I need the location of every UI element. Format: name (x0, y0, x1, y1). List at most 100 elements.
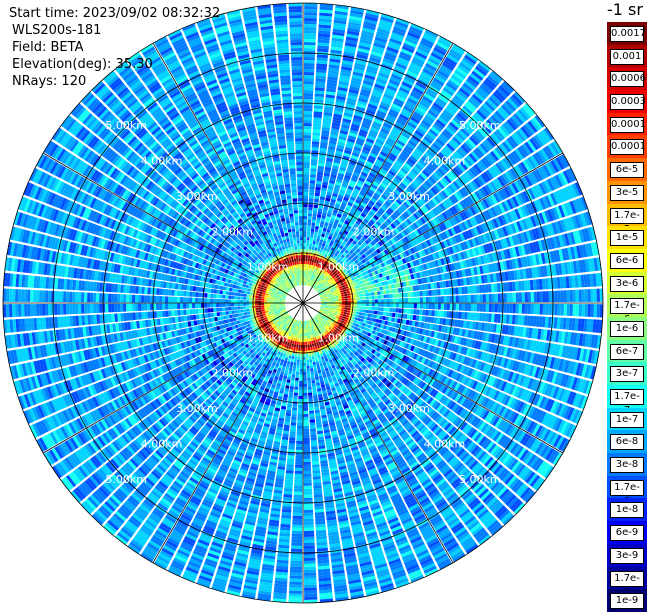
beta-cell (367, 188, 375, 195)
beta-cell (518, 292, 522, 303)
beta-cell (333, 159, 341, 164)
beta-cell (432, 102, 444, 111)
beta-cell (410, 297, 414, 303)
beta-cell (309, 177, 316, 181)
beta-cell (318, 156, 326, 161)
beta-cell (323, 115, 332, 120)
beta-cell (416, 309, 420, 315)
beta-cell (401, 108, 412, 116)
beta-cell (365, 309, 369, 314)
beta-cell (303, 249, 306, 253)
beta-cell (450, 74, 463, 84)
beta-cell (391, 288, 396, 294)
beta-cell (315, 223, 320, 227)
beta-cell (317, 267, 321, 271)
beta-cell (327, 185, 334, 190)
beta-cell (321, 243, 326, 247)
beta-cell (329, 298, 333, 301)
beta-cell (313, 117, 322, 121)
beta-cell (318, 270, 321, 275)
beta-cell (346, 169, 354, 174)
beta-cell (370, 94, 381, 102)
beta-cell (365, 12, 379, 19)
beta-cell (353, 297, 357, 301)
beta-cell (321, 127, 330, 132)
beta-cell (368, 200, 375, 206)
beta-cell (353, 294, 357, 298)
beta-cell (590, 304, 594, 318)
beta-cell (332, 190, 339, 195)
beta-cell (322, 118, 332, 123)
beta-cell (320, 300, 324, 302)
beta-cell (569, 289, 573, 302)
beta-cell (359, 296, 363, 300)
beta-cell (464, 303, 468, 311)
beta-cell (331, 34, 345, 40)
beta-cell (364, 313, 369, 317)
beta-cell (395, 308, 399, 313)
beta-cell (409, 26, 423, 34)
beta-cell (440, 288, 444, 296)
beta-cell (479, 312, 483, 322)
beta-cell (331, 40, 344, 46)
beta-cell (320, 141, 328, 146)
beta-cell (338, 301, 342, 303)
beta-cell (422, 95, 433, 104)
beta-cell (566, 304, 570, 316)
beta-cell (326, 85, 337, 90)
beta-cell (368, 155, 376, 162)
beta-cell (331, 237, 336, 242)
beta-cell (335, 299, 339, 302)
beta-cell (473, 312, 477, 321)
beta-cell (309, 183, 316, 187)
beta-cell (344, 296, 348, 299)
beta-cell (356, 137, 365, 144)
beta-cell (380, 307, 384, 312)
beta-cell (314, 96, 324, 101)
beta-cell (311, 246, 315, 251)
beta-cell (332, 304, 336, 307)
beta-cell (346, 97, 357, 103)
beta-cell (358, 177, 366, 183)
beta-cell (345, 288, 350, 292)
beta-cell (431, 104, 442, 114)
beta-cell (380, 303, 384, 307)
beta-cell (311, 259, 315, 263)
beta-cell (349, 12, 363, 19)
beta-cell (347, 305, 351, 308)
beta-cell (358, 94, 369, 101)
beta-cell (362, 168, 370, 175)
beta-cell (352, 311, 357, 315)
beta-cell (329, 137, 338, 142)
beta-cell (309, 270, 312, 274)
beta-cell (319, 264, 322, 269)
beta-cell (372, 121, 382, 128)
beta-cell (376, 187, 384, 194)
beta-cell (411, 89, 423, 98)
beta-cell (336, 95, 346, 101)
beta-cell (341, 63, 353, 69)
beta-cell (325, 216, 331, 221)
beta-cell (461, 303, 465, 311)
beta-cell (303, 222, 307, 226)
beta-cell (587, 289, 591, 302)
beta-cell (339, 238, 344, 243)
beta-cell (398, 54, 411, 62)
beta-cell (358, 312, 363, 316)
beta-cell (369, 97, 380, 104)
beta-cell (319, 199, 325, 204)
beta-cell (315, 81, 326, 86)
beta-cell (341, 298, 345, 301)
beta-cell (427, 109, 439, 119)
beta-cell (548, 303, 552, 316)
beta-cell (596, 288, 600, 302)
beta-cell (436, 41, 449, 51)
beta-cell (332, 119, 341, 124)
beta-cell (312, 210, 318, 215)
beta-cell (347, 307, 351, 311)
beta-cell (345, 191, 352, 196)
beta-cell (337, 233, 342, 238)
beta-cell (536, 291, 540, 303)
beta-cell (319, 248, 324, 253)
beta-cell (329, 260, 333, 265)
